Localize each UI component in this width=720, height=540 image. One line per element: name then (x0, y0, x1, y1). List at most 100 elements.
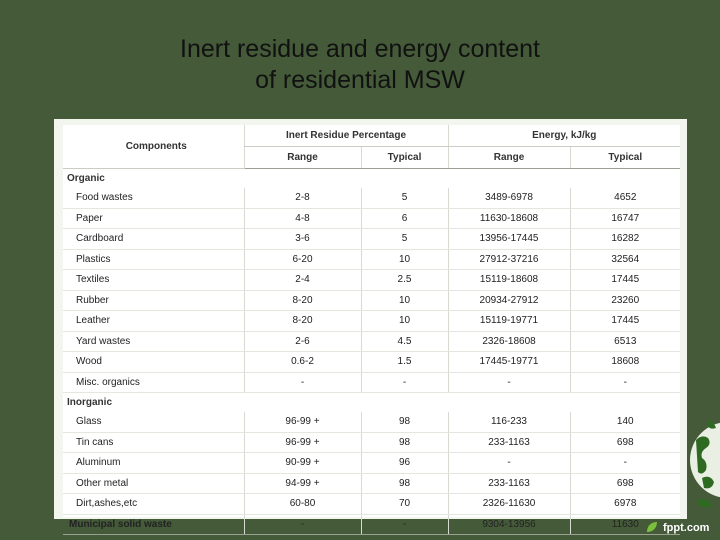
inert-range-cell: 2-4 (243, 269, 361, 291)
energy-range-cell: 13956-17445 (447, 228, 571, 250)
inert-typical-cell: 96 (360, 452, 449, 474)
component-name-cell: Wood (63, 351, 244, 373)
msw-table: Components Inert Residue Percentage Ener… (63, 125, 681, 535)
slide-title: Inert residue and energy content of resi… (0, 34, 720, 96)
energy-range-cell: 11630-18608 (447, 208, 571, 229)
energy-range-cell: 233-1163 (447, 473, 571, 494)
inert-typical-cell: 98 (360, 412, 449, 433)
component-name-cell: Yard wastes (63, 331, 244, 352)
energy-typical-cell: 6978 (569, 493, 681, 515)
component-name-cell: Textiles (63, 269, 244, 291)
energy-range-cell: 27912-37216 (447, 249, 571, 270)
inert-range-cell: 3-6 (243, 228, 361, 250)
energy-range-cell: - (447, 452, 571, 474)
inert-typical-cell: 5 (360, 228, 449, 250)
component-name-cell: Leather (63, 310, 244, 332)
inert-typical-cell: 98 (360, 432, 449, 453)
energy-typical-cell: - (569, 372, 681, 393)
table-row: Cardboard 3-6 5 13956-17445 16282 (63, 228, 681, 250)
inert-typical-cell: 6 (360, 208, 449, 229)
inert-typical-cell: 10 (360, 290, 449, 311)
energy-typical-cell: 140 (569, 412, 681, 433)
table-row: Plastics 6-20 10 27912-37216 32564 (63, 249, 681, 270)
table-row: Food wastes 2-8 5 3489-6978 4652 (63, 188, 681, 209)
energy-range-cell: 116-233 (447, 412, 571, 433)
energy-range-header: Range (447, 146, 571, 169)
inert-range-cell: 60-80 (243, 493, 361, 515)
energy-typical-cell: 698 (569, 473, 681, 494)
inert-typical-cell: 2.5 (360, 269, 449, 291)
component-name-cell: Dirt,ashes,etc (63, 493, 244, 515)
inert-range-cell: - (243, 513, 361, 535)
energy-range-cell: 9304-13956 (447, 513, 571, 535)
title-line-1: Inert residue and energy content (180, 35, 540, 63)
table-row: Paper 4-8 6 11630-18608 16747 (63, 208, 681, 229)
inert-range-header: Range (243, 146, 361, 169)
energy-header: Energy, kJ/kg (447, 125, 681, 147)
inert-typical-cell: 5 (360, 188, 449, 209)
component-name-cell: Paper (63, 208, 244, 229)
table-row: Glass 96-99 +98 116-233 140 (63, 412, 681, 433)
table-row: Leather 8-20 10 15119-19771 17445 (63, 310, 681, 332)
inert-range-cell: 94-99 + (243, 473, 361, 494)
inert-range-cell: 4-8 (243, 208, 361, 229)
energy-range-cell: 2326-11630 (447, 493, 571, 515)
inert-typical-cell: 4.5 (360, 331, 449, 352)
energy-typical-cell: 16282 (569, 228, 681, 250)
table-row: Wood 0.6-2 1.5 17445-19771 18608 (63, 351, 681, 373)
component-name-cell: Plastics (63, 249, 244, 270)
inorganic-section-label: Inorganic (67, 397, 113, 408)
energy-typical-cell: 23260 (569, 290, 681, 311)
energy-typical-header: Typical (569, 146, 681, 169)
inert-typical-cell: - (360, 372, 449, 393)
component-name-cell: Tin cans (63, 432, 244, 453)
brand-label: fppt.com (663, 522, 710, 534)
inert-range-cell: 96-99 + (243, 412, 361, 433)
globe-decoration-icon (690, 420, 720, 508)
component-name-cell: Cardboard (63, 228, 244, 250)
component-name-cell: Rubber (63, 290, 244, 311)
inert-range-cell: - (243, 372, 361, 393)
components-header: Components (63, 125, 244, 169)
energy-range-cell: 15119-18608 (447, 269, 571, 291)
component-name-cell: Other metal (63, 473, 244, 494)
inert-typical-cell: - (360, 513, 449, 535)
table-row: Other metal 94-99 +98 233-1163 698 (63, 473, 681, 494)
energy-typical-cell: 4652 (569, 188, 681, 209)
table-row: Dirt,ashes,etc 60-80 70 2326-11630 6978 (63, 493, 681, 515)
table-row: Misc. organics - - - - (63, 372, 681, 393)
energy-range-cell: 3489-6978 (447, 188, 571, 209)
inert-range-cell: 96-99 + (243, 432, 361, 453)
inert-typical-cell: 1.5 (360, 351, 449, 373)
energy-typical-cell: 17445 (569, 269, 681, 291)
component-name-cell: Aluminum (63, 452, 244, 474)
table-row: Textiles 2-4 2.5 15119-18608 17445 (63, 269, 681, 291)
energy-range-cell: 15119-19771 (447, 310, 571, 332)
energy-typical-cell: 698 (569, 432, 681, 453)
component-name-cell: Glass (63, 412, 244, 433)
table-row: Aluminum 90-99 +96- - (63, 452, 681, 474)
component-name-cell: Municipal solid waste (63, 513, 244, 535)
energy-typical-cell: 32564 (569, 249, 681, 270)
table-panel: Components Inert Residue Percentage Ener… (54, 119, 687, 535)
table-container: Components Inert Residue Percentage Ener… (63, 125, 681, 535)
table-row: Yard wastes 2-6 4.5 2326-18608 6513 (63, 331, 681, 352)
table-row: Municipal solid waste - -9304-13956 11630 (63, 513, 681, 535)
organic-section-row: Organic (63, 169, 680, 189)
inert-range-cell: 90-99 + (243, 452, 361, 474)
energy-typical-cell: - (569, 452, 681, 474)
inert-range-cell: 8-20 (243, 290, 361, 311)
title-line-2: of residential MSW (255, 66, 465, 94)
inert-range-cell: 2-6 (243, 331, 361, 352)
energy-range-cell: - (447, 372, 571, 393)
energy-range-cell: 233-1163 (447, 432, 571, 453)
inert-typical-cell: 10 (360, 249, 449, 270)
inorganic-section-row: Inorganic (63, 393, 680, 413)
energy-range-cell: 20934-27912 (447, 290, 571, 311)
inert-typical-cell: 10 (360, 310, 449, 332)
inert-range-cell: 6-20 (243, 249, 361, 270)
component-name-cell: Food wastes (63, 188, 244, 209)
inert-typical-cell: 98 (360, 473, 449, 494)
table-row: Rubber 8-20 10 20934-27912 23260 (63, 290, 681, 311)
inert-range-cell: 8-20 (243, 310, 361, 332)
